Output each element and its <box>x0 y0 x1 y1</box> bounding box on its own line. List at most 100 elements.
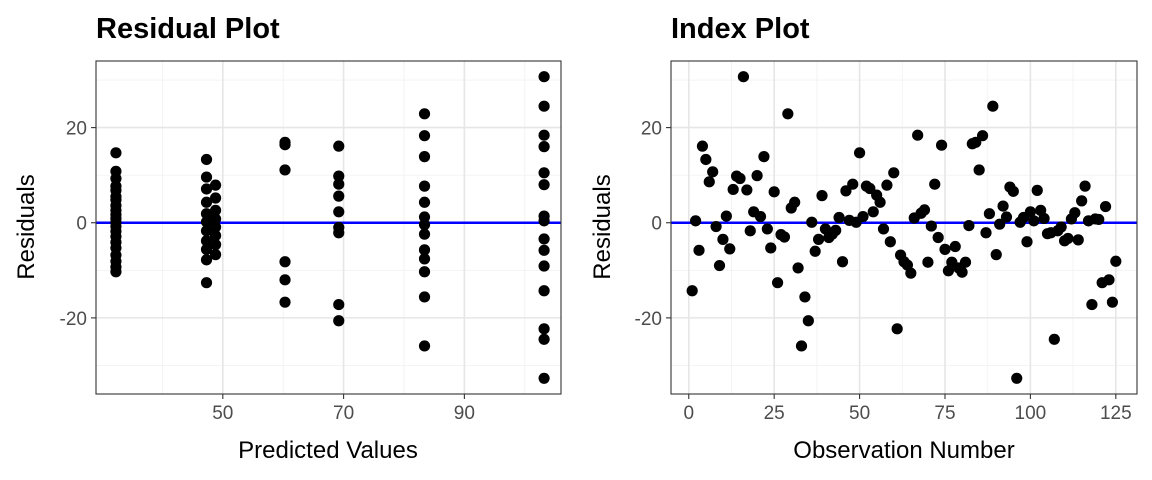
index-plot-point <box>1069 207 1081 219</box>
index-plot-point <box>1007 185 1019 197</box>
index-plot-x-axis-title: Observation Number <box>793 437 1014 464</box>
index-plot-point <box>1110 255 1122 267</box>
index-plot-point <box>877 223 890 235</box>
residual-plot-point <box>279 274 291 286</box>
residual-plot-point <box>538 260 550 272</box>
residual-plot-point <box>418 196 431 208</box>
residual-plot-point <box>279 164 291 176</box>
index-plot-point <box>963 219 975 232</box>
residual-plot-point <box>110 266 122 278</box>
index-plot-point <box>884 236 896 248</box>
residual-plot-point <box>418 180 431 192</box>
index-plot-y-axis-title: Residuals <box>589 174 616 279</box>
index-plot-point <box>1038 212 1050 225</box>
index-plot-point <box>806 216 818 228</box>
index-plot-point <box>1076 195 1088 207</box>
index-plot-point <box>1028 215 1040 227</box>
residual-plot-x-tick-label: 50 <box>212 403 233 424</box>
residual-plot-point <box>333 298 345 311</box>
index-plot-point <box>734 172 746 185</box>
index-plot-point <box>983 208 996 220</box>
index-plot-point <box>912 129 924 141</box>
index-plot-point <box>802 315 814 327</box>
index-plot-point <box>990 249 1002 261</box>
index-plot-y-tick-label: -20 <box>635 309 662 330</box>
index-plot-point <box>703 176 715 188</box>
index-plot-point <box>994 218 1006 230</box>
index-plot-points <box>686 71 1122 384</box>
index-plot-point <box>1106 296 1119 308</box>
index-plot-point <box>942 265 955 277</box>
index-plot-point <box>935 139 948 151</box>
index-plot-point <box>795 340 808 352</box>
index-plot-point <box>1093 213 1105 226</box>
residual-plot-y-ticks: -20 0 20 <box>60 119 96 330</box>
index-plot-point <box>816 190 828 202</box>
residual-plot-point <box>200 277 213 289</box>
index-plot-point <box>1062 232 1074 245</box>
index-plot-point <box>881 179 893 191</box>
index-plot-point <box>720 210 732 222</box>
residual-plot-point <box>418 291 431 303</box>
index-plot-point <box>1086 298 1098 311</box>
index-plot-point <box>1103 274 1115 286</box>
residual-plot-point <box>418 253 431 265</box>
residual-plot-point <box>279 139 291 151</box>
index-plot-point <box>987 100 999 112</box>
index-plot-point <box>765 242 777 254</box>
index-plot-point <box>812 233 825 245</box>
index-plot-point <box>778 231 791 243</box>
index-plot-point <box>867 206 879 218</box>
residual-plot-point <box>209 221 222 233</box>
index-plot-point <box>713 259 726 272</box>
index-plot-point <box>853 147 866 159</box>
index-plot-point <box>751 170 763 182</box>
residual-plot-point <box>538 323 550 335</box>
index-plot-point <box>741 184 753 196</box>
residual-plot-point <box>333 206 345 218</box>
index-plot-border <box>670 60 1138 395</box>
index-plot-point <box>949 240 961 253</box>
index-plot-panel: Index Plot 0 25 50 75 100 125 -20 0 20 Observat… <box>589 13 1138 464</box>
residual-plot-point <box>418 151 431 163</box>
index-plot-point <box>744 225 756 237</box>
residual-plot-point <box>538 129 550 141</box>
residual-plot-y-tick-label: 0 <box>76 214 87 235</box>
residual-plot-title: Residual Plot <box>96 13 280 45</box>
index-plot-point <box>693 244 705 256</box>
index-plot-title: Index Plot <box>671 13 810 45</box>
index-plot-point <box>888 167 900 179</box>
residual-plot-y-tick-label: 20 <box>66 119 87 140</box>
residual-plot-point <box>333 140 345 152</box>
index-plot-point <box>956 266 968 278</box>
residual-plot-point <box>418 340 431 352</box>
residual-plot-x-axis-title: Predicted Values <box>238 437 418 464</box>
index-plot-x-tick-label: 50 <box>849 403 870 424</box>
index-plot-point <box>980 227 992 239</box>
residual-plot-x-ticks: 50 70 90 <box>212 394 475 424</box>
residual-plot-point <box>538 215 550 227</box>
index-plot-point <box>689 215 702 227</box>
index-plot-point <box>922 256 934 268</box>
residual-plot-point <box>200 196 213 208</box>
index-plot-point <box>976 130 989 142</box>
index-plot-point <box>959 256 972 268</box>
index-plot-point <box>891 323 903 335</box>
index-plot-point <box>1021 236 1033 248</box>
residual-plot-point <box>418 219 431 231</box>
residual-plot-point <box>333 170 345 182</box>
index-plot-point <box>782 108 794 120</box>
residual-plot-point <box>538 71 550 83</box>
index-plot-point <box>857 210 869 223</box>
residual-plot-point <box>538 333 550 345</box>
residual-plot-y-tick-label: -20 <box>60 309 87 330</box>
index-plot-point <box>686 285 698 297</box>
index-plot-point <box>973 164 985 176</box>
index-plot-point <box>1011 372 1023 384</box>
residual-plot-point <box>279 256 291 268</box>
index-plot-point <box>1024 206 1037 218</box>
index-plot-point <box>833 211 845 224</box>
index-plot-point <box>737 71 750 83</box>
